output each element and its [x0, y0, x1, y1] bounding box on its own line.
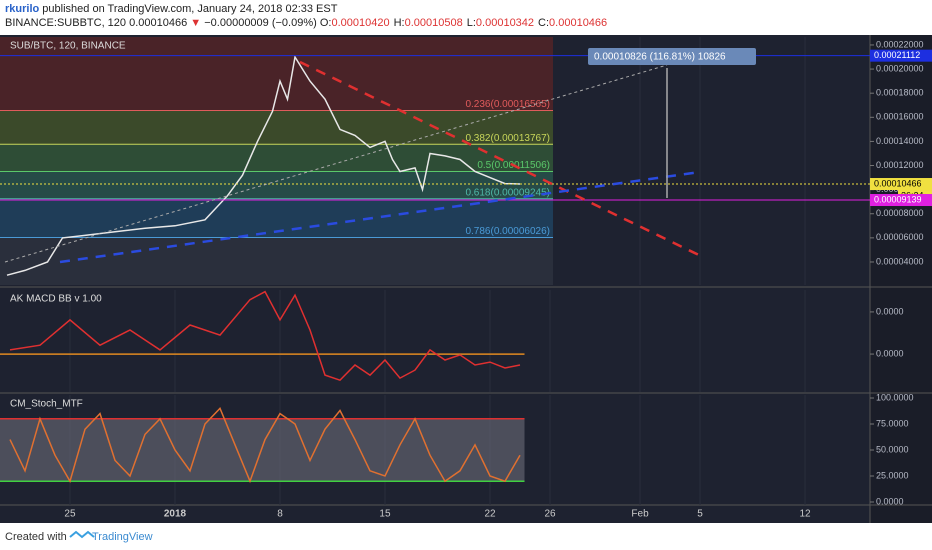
ohlc-key: O:: [319, 17, 332, 29]
y-tick-label: 0.0000: [876, 348, 904, 358]
fib-label: 0.236(0.00016565): [465, 99, 550, 110]
price-box: [870, 49, 932, 62]
symbol: BINANCE:SUBBTC, 120: [5, 17, 127, 29]
ohlc-value: 0.00010508: [404, 17, 463, 29]
pane-title: AK MACD BB v 1.00: [10, 294, 102, 305]
x-tick-label: 8: [277, 509, 283, 520]
footer-background: [0, 523, 932, 550]
macd-pane: 0.0000 0.0000 AK MACD BB v 1.00: [0, 290, 904, 392]
x-tick-label: 25: [64, 509, 76, 520]
trend-line: [299, 60, 706, 260]
arrow: ▼: [190, 17, 202, 29]
series-line: [6, 54, 521, 276]
y-tick-label: 0.00012000: [876, 160, 924, 170]
header-line: BINANCE:SUBBTC, 120 0.00010466 ▼ −0.0000…: [5, 16, 611, 30]
series-line: [9, 290, 521, 382]
axis-background: [870, 35, 932, 523]
fib-label: 0.382(0.00013767): [465, 133, 550, 144]
x-tick-label: 5: [697, 509, 703, 520]
ohlc-value: 0.00010466: [549, 17, 608, 29]
fib-label: 0.618(0.00009245): [465, 187, 550, 198]
price-label: 0.00021112: [874, 50, 920, 60]
footer-brand[interactable]: TradingView: [92, 531, 153, 543]
y-tick-label: 0.00022000: [876, 39, 924, 49]
logo: [69, 530, 95, 539]
y-tick-label: 0.0000: [876, 306, 904, 316]
stoch-band: [0, 418, 525, 482]
price-pane: 0.236(0.00016565)0.382(0.00013767)0.5(0.…: [0, 37, 932, 285]
fib-band: [0, 144, 554, 172]
y-tick-label: 0.00018000: [876, 88, 924, 98]
header-line: rkurilo published on TradingView.com, Ja…: [5, 2, 611, 16]
stoch-pane: 0.0000 25.0000 50.0000 75.0000 100.0000 CM_St…: [0, 392, 914, 520]
header: rkurilo published on TradingView.com, Ja…: [5, 2, 611, 30]
price-box: [870, 178, 932, 191]
y-tick-label: 0.00014000: [876, 136, 924, 146]
ohlc-key: C:: [538, 17, 550, 29]
price-label: 0.00009139: [874, 194, 922, 204]
x-tick-label: 22: [484, 509, 496, 520]
ohlc-key: L:: [466, 17, 476, 29]
x-tick-label: Feb: [631, 509, 649, 520]
trend-line: [4, 64, 668, 263]
y-tick-label: 0.0000: [876, 496, 904, 506]
y-tick-label: 0.00008000: [876, 208, 924, 218]
price-box: [870, 194, 932, 207]
last: 0.00010466: [129, 17, 188, 29]
x-tick-label: 12: [799, 509, 811, 520]
x-tick-label: 15: [379, 509, 391, 520]
measure-box: [588, 48, 756, 65]
x-tick-label: 26: [544, 509, 556, 520]
ohlc-key: H:: [393, 17, 405, 29]
series-line: [9, 407, 521, 484]
y-tick-label: 25.0000: [876, 470, 909, 480]
y-tick-label: 100.0000: [876, 392, 914, 402]
author: rkurilo: [5, 3, 40, 15]
measure-label: 0.00010826 (116.81%) 10826: [594, 52, 726, 63]
footer-created: Created with: [5, 531, 67, 543]
pane-title: SUB/BTC, 120, BINANCE: [10, 41, 126, 52]
y-tick-label: 50.0000: [876, 444, 909, 454]
pane-title: CM_Stoch_MTF: [10, 399, 83, 410]
y-tick-label: 75.0000: [876, 418, 909, 428]
ohlc-value: 0.00010342: [475, 17, 535, 29]
change: −0.00000009 (−0.09%): [204, 17, 317, 29]
fib-band: [0, 237, 554, 285]
y-tick-label: 0.00006000: [876, 232, 924, 242]
ohlc-value: 0.00010420: [331, 17, 390, 29]
y-tick-label: 0.00020000: [876, 63, 924, 73]
fib-band: [0, 171, 554, 199]
fib-band: [0, 110, 554, 145]
y-tick-label: 0.00016000: [876, 112, 924, 122]
x-tick-label: 2018: [164, 509, 187, 520]
price-label: 0.00010466: [874, 178, 922, 188]
fib-label: 0.786(0.00006026): [465, 226, 550, 237]
ohlc: O:0.00010420 H:0.00010508 L:0.00010342 C:0.…: [320, 17, 611, 29]
published: published on TradingView.com, January 24…: [42, 3, 338, 15]
y-tick-label: 0.00004000: [876, 256, 924, 266]
